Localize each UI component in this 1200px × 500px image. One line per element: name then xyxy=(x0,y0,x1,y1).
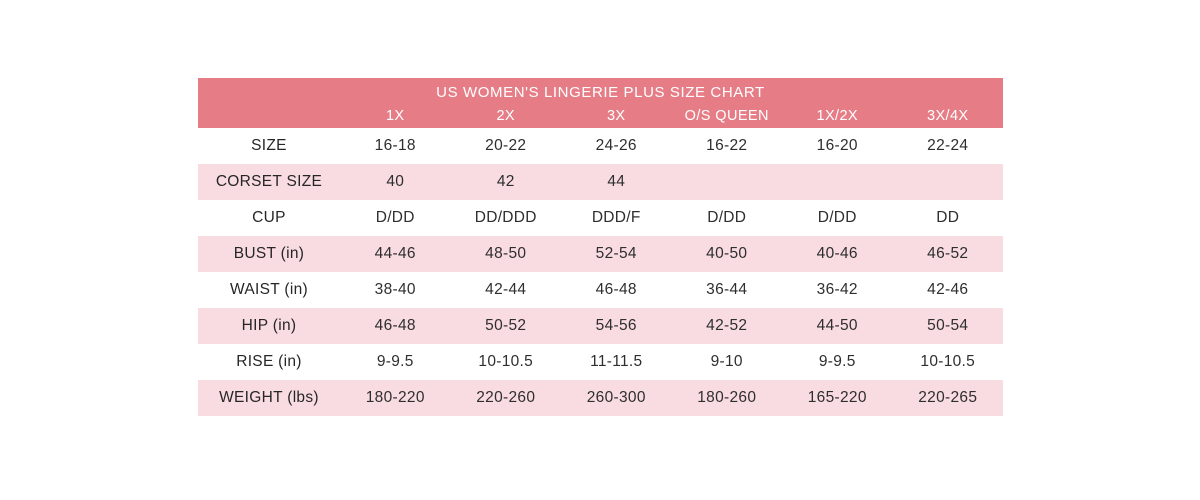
table-cell: 50-52 xyxy=(485,317,527,334)
table-row-hip: HIP (in) 46-48 50-52 54-56 42-52 44-50 5… xyxy=(198,308,1003,344)
table-cell: D/DD xyxy=(375,209,415,226)
column-header-os-queen: O/S QUEEN xyxy=(684,108,769,124)
table-cell: 11-11.5 xyxy=(590,353,643,370)
table-cell: 54-56 xyxy=(595,317,637,334)
row-label: SIZE xyxy=(251,137,287,154)
table-cell: 165-220 xyxy=(807,389,867,406)
column-header-1x2x: 1X/2X xyxy=(816,108,858,124)
table-cell: DD xyxy=(936,209,960,226)
table-cell: 40-50 xyxy=(706,245,748,262)
table-cell: 44 xyxy=(607,173,626,190)
column-header-row: 1X 2X 3X O/S QUEEN 1X/2X 3X/4X xyxy=(198,104,1003,128)
table-cell: 42-46 xyxy=(927,281,969,298)
table-cell: 220-260 xyxy=(476,389,536,406)
row-label: BUST (in) xyxy=(233,245,305,262)
table-cell: 42-44 xyxy=(485,281,527,298)
table-cell: 16-18 xyxy=(374,137,416,154)
table-cell: 36-42 xyxy=(816,281,858,298)
table-cell: 24-26 xyxy=(595,137,637,154)
table-row-rise: RISE (in) 9-9.5 10-10.5 11-11.5 9-10 9-9… xyxy=(198,344,1003,380)
table-cell: 44-46 xyxy=(374,245,416,262)
table-row-bust: BUST (in) 44-46 48-50 52-54 40-50 40-46 … xyxy=(198,236,1003,272)
column-header-3x4x: 3X/4X xyxy=(927,108,969,124)
table-cell: D/DD xyxy=(817,209,857,226)
table-cell: 220-265 xyxy=(918,389,978,406)
table-cell: 46-48 xyxy=(374,317,416,334)
table-row-size: SIZE 16-18 20-22 24-26 16-22 16-20 22-24 xyxy=(198,128,1003,164)
table-cell: 38-40 xyxy=(374,281,416,298)
table-cell: DD/DDD xyxy=(474,209,537,226)
table-cell: 180-220 xyxy=(365,389,425,406)
table-cell: 22-24 xyxy=(927,137,969,154)
row-label: CORSET SIZE xyxy=(215,173,323,190)
table-cell: 9-9.5 xyxy=(376,353,414,370)
table-cell: 50-54 xyxy=(927,317,969,334)
table-cell: 180-260 xyxy=(697,389,757,406)
table-cell: 9-10 xyxy=(710,353,743,370)
table-header: US WOMEN'S LINGERIE PLUS SIZE CHART 1X 2… xyxy=(198,78,1003,128)
table-row-waist: WAIST (in) 38-40 42-44 46-48 36-44 36-42… xyxy=(198,272,1003,308)
table-cell: 40 xyxy=(386,173,405,190)
table-cell: 40-46 xyxy=(816,245,858,262)
table-cell: 42 xyxy=(496,173,515,190)
table-cell: 46-48 xyxy=(595,281,637,298)
row-label: CUP xyxy=(252,209,286,226)
row-label: WEIGHT (lbs) xyxy=(219,389,319,406)
table-cell: 52-54 xyxy=(595,245,637,262)
row-label: HIP (in) xyxy=(241,317,297,334)
table-row-weight: WEIGHT (lbs) 180-220 220-260 260-300 180… xyxy=(198,380,1003,416)
table-cell: 16-22 xyxy=(706,137,748,154)
table-cell: 20-22 xyxy=(485,137,527,154)
table-cell: DDD/F xyxy=(591,209,641,226)
table-cell: 16-20 xyxy=(816,137,858,154)
table-cell: 10-10.5 xyxy=(478,353,534,370)
table-cell: 46-52 xyxy=(927,245,969,262)
row-label: WAIST (in) xyxy=(230,281,308,298)
table-cell: 36-44 xyxy=(706,281,748,298)
table-title: US WOMEN'S LINGERIE PLUS SIZE CHART xyxy=(436,84,765,101)
table-cell: 42-52 xyxy=(706,317,748,334)
table-cell: 10-10.5 xyxy=(920,353,976,370)
row-label: RISE (in) xyxy=(236,353,302,370)
table-cell: 9-9.5 xyxy=(818,353,856,370)
column-header-1x: 1X xyxy=(385,108,405,124)
table-row-cup: CUP D/DD DD/DDD DDD/F D/DD D/DD DD xyxy=(198,200,1003,236)
column-header-2x: 2X xyxy=(496,108,516,124)
table-row-corset-size: CORSET SIZE 40 42 44 xyxy=(198,164,1003,200)
table-cell: D/DD xyxy=(707,209,747,226)
column-header-3x: 3X xyxy=(606,108,626,124)
table-cell: 48-50 xyxy=(485,245,527,262)
table-cell: 44-50 xyxy=(816,317,858,334)
size-chart-table: US WOMEN'S LINGERIE PLUS SIZE CHART 1X 2… xyxy=(198,78,1003,416)
table-cell: 260-300 xyxy=(586,389,646,406)
